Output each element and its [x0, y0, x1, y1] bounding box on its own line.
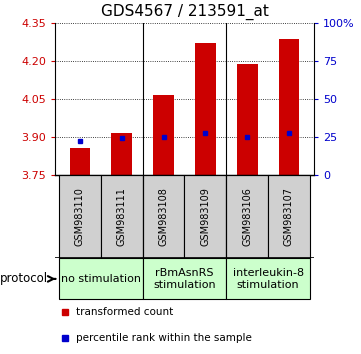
Bar [226, 258, 310, 299]
Text: GSM983109: GSM983109 [200, 187, 210, 246]
Bar [184, 175, 226, 258]
Bar [279, 40, 299, 175]
Bar [226, 175, 268, 258]
Bar [143, 175, 184, 258]
Bar [59, 175, 101, 258]
Title: GDS4567 / 213591_at: GDS4567 / 213591_at [100, 4, 269, 20]
Text: protocol: protocol [0, 272, 48, 285]
Bar [59, 258, 143, 299]
Bar [70, 148, 90, 175]
Bar [143, 258, 226, 299]
Bar [101, 175, 143, 258]
Bar [237, 63, 258, 175]
Bar [195, 43, 216, 175]
Text: percentile rank within the sample: percentile rank within the sample [75, 333, 252, 343]
Text: GSM983110: GSM983110 [75, 187, 85, 246]
Bar [153, 95, 174, 175]
Text: GSM983108: GSM983108 [158, 187, 169, 246]
Text: no stimulation: no stimulation [61, 274, 141, 284]
Text: GSM983107: GSM983107 [284, 187, 294, 246]
Text: transformed count: transformed count [75, 307, 173, 317]
Text: interleukin-8
stimulation: interleukin-8 stimulation [232, 268, 304, 290]
Bar [268, 175, 310, 258]
Bar [111, 133, 132, 175]
Text: rBmAsnRS
stimulation: rBmAsnRS stimulation [153, 268, 216, 290]
Text: GSM983111: GSM983111 [117, 187, 127, 246]
Text: GSM983106: GSM983106 [242, 187, 252, 246]
